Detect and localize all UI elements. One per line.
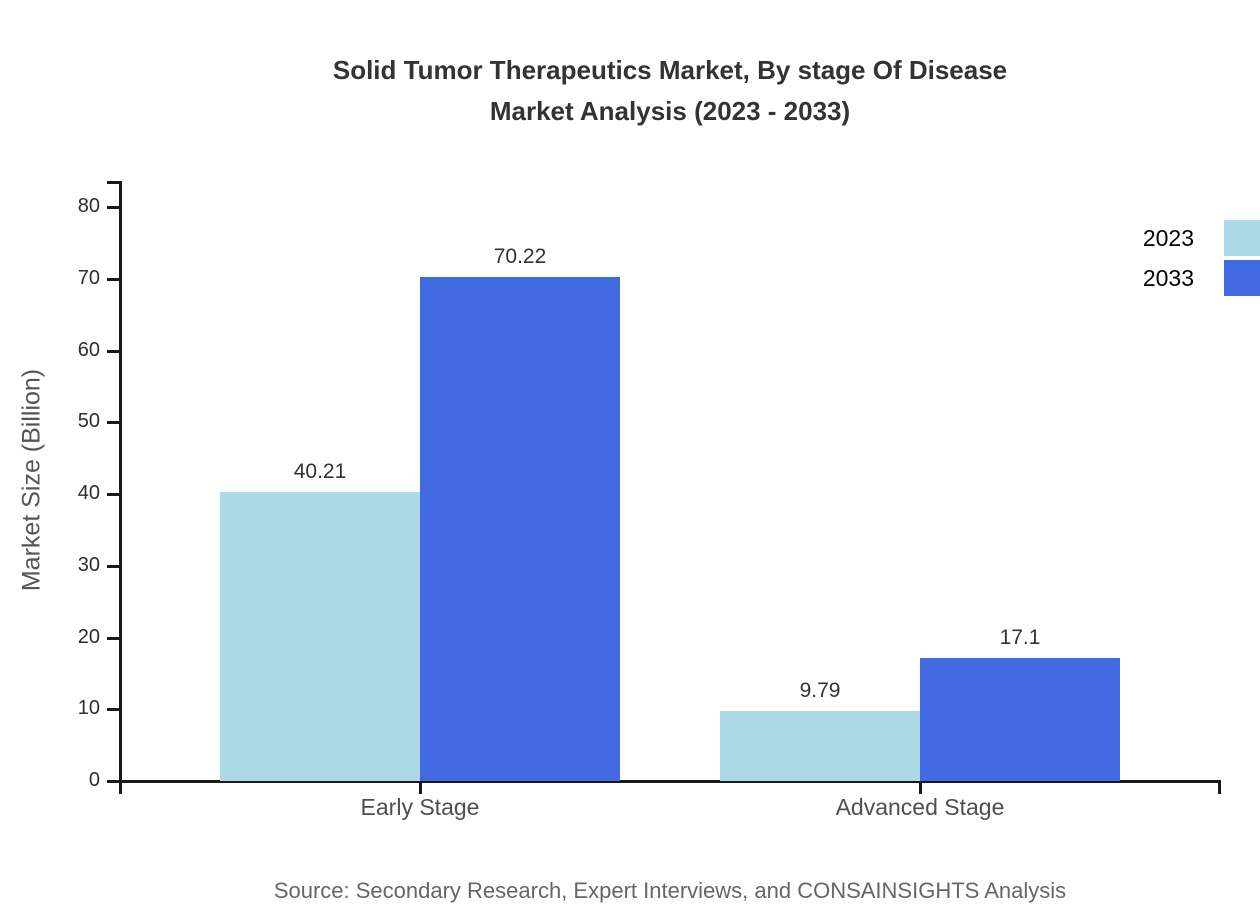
y-tick-label: 60 [77,339,100,361]
y-tick [107,780,120,783]
y-tick-label: 40 [77,482,100,504]
y-tick [107,637,120,640]
bar-2023-early-stage [220,492,420,781]
y-tick [107,278,120,281]
legend-swatch [1224,220,1260,256]
chart-title-line2: Market Analysis (2023 - 2033) [489,96,851,126]
bar-value-label: 40.21 [293,460,347,483]
y-axis-top-cap [107,181,120,184]
y-tick-label: 10 [77,697,100,719]
y-tick-label: 0 [88,769,100,791]
y-tick-label: 80 [77,195,100,217]
y-axis-line [119,181,122,794]
y-tick [107,708,120,711]
y-tick-label: 50 [77,410,100,432]
y-tick [107,350,120,353]
x-category-label: Early Stage [360,794,480,820]
bar-2023-advanced-stage [720,711,920,781]
bar-2033-advanced-stage [920,658,1120,781]
x-tick [919,781,922,794]
source-caption: Source: Secondary Research, Expert Inter… [273,878,1067,903]
y-tick [107,421,120,424]
y-tick [107,493,120,496]
legend-swatch [1224,260,1260,296]
y-tick-label: 20 [77,626,100,648]
bar-2033-early-stage [420,277,620,781]
bar-value-label: 9.79 [799,679,841,702]
chart-title-line1: Solid Tumor Therapeutics Market, By stag… [332,55,1008,85]
x-tick [419,781,422,794]
legend: 2023 2033 [940,220,1260,300]
x-axis-end-cap [1218,781,1221,794]
bar-value-label: 17.1 [999,626,1041,649]
legend-label: 2033 [1142,264,1194,291]
y-tick-label: 70 [77,267,100,289]
legend-row-2023: 2023 [940,220,1260,256]
y-tick-label: 30 [77,554,100,576]
bar-value-label: 70.22 [493,245,547,268]
x-category-label: Advanced Stage [835,794,1005,820]
y-tick [107,206,120,209]
x-axis-line [120,780,1221,783]
y-tick [107,565,120,568]
chart-title: Solid Tumor Therapeutics Market, By stag… [80,50,1260,132]
legend-row-2033: 2033 [940,260,1260,296]
legend-label: 2023 [1142,224,1194,251]
